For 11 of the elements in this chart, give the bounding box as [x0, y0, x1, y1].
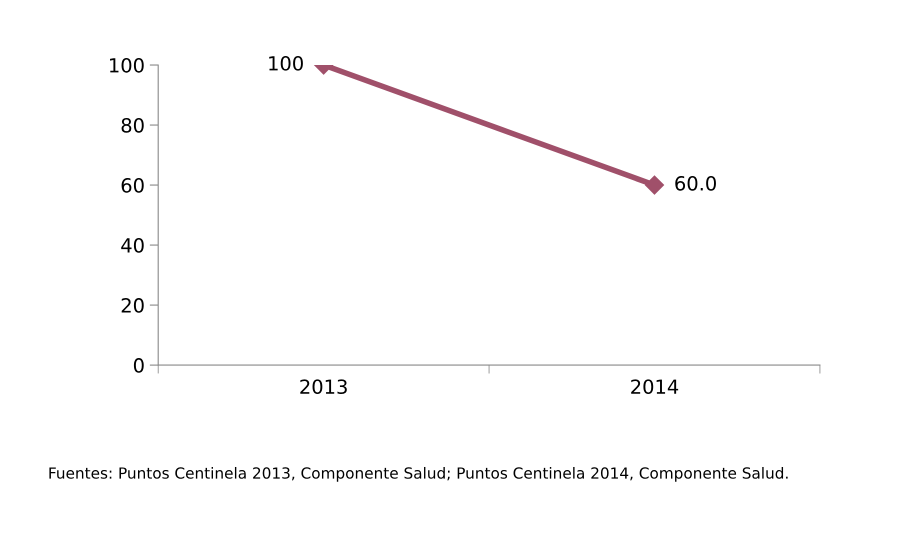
- data-label: 60.0: [675, 176, 716, 191]
- y-tick-label: 80: [122, 118, 144, 133]
- y-tick-label: 20: [122, 298, 144, 313]
- y-tick-label: 60: [122, 178, 144, 193]
- y-tick-label: 0: [134, 358, 144, 373]
- y-tick-label: 100: [110, 58, 144, 73]
- x-tick-label: 2013: [300, 379, 347, 394]
- x-tick-label: 2014: [631, 379, 678, 394]
- source-note: Fuentes: Puntos Centinela 2013, Componente Salud; Puntos Centinela 2014, Componente Salud.: [49, 466, 788, 482]
- data-label: 100: [269, 56, 303, 71]
- y-tick-label: 40: [121, 238, 144, 253]
